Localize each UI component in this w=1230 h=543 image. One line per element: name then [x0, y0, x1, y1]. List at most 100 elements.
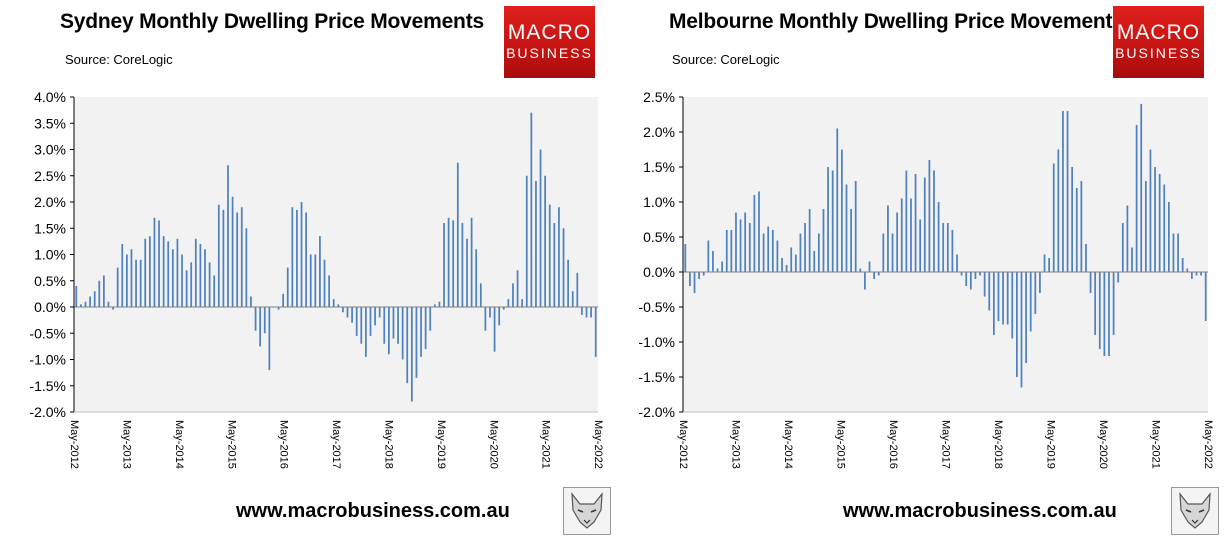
bar: [502, 307, 505, 310]
bar: [868, 261, 871, 272]
bar: [753, 195, 756, 272]
bar: [956, 254, 958, 272]
bar: [521, 299, 524, 308]
bar: [1011, 272, 1014, 339]
bar: [167, 241, 170, 308]
bar: [250, 296, 252, 307]
x-tick-label: May-2014: [782, 420, 794, 469]
bar: [877, 272, 880, 276]
bar: [988, 272, 991, 311]
bar: [822, 209, 825, 272]
bar: [983, 272, 986, 297]
bar: [758, 191, 760, 272]
y-tick-label: -1.5%: [29, 378, 66, 394]
x-tick-label: May-2014: [173, 420, 185, 469]
y-tick-label: 1.0%: [643, 194, 675, 210]
bar: [594, 307, 597, 357]
bar: [1112, 272, 1115, 335]
bar: [438, 301, 441, 307]
x-tick-label: May-2013: [730, 420, 742, 469]
bar: [781, 258, 783, 272]
x-tick-label: May-2016: [887, 420, 899, 469]
bar: [762, 233, 765, 272]
melbourne-chart-panel: Melbourne Monthly Dwelling Price Movemen…: [615, 0, 1230, 543]
bar: [369, 307, 372, 336]
bar: [424, 307, 427, 349]
y-tick-label: -1.0%: [29, 352, 66, 368]
bar: [475, 249, 478, 307]
melbourne-bar-chart: -2.0% -1.5% -1.0% -0.5% 0.0% 0.5% 1.0% 1.5% 2.0%…: [638, 89, 1214, 469]
chart-title: Melbourne Monthly Dwelling Price Movemen…: [669, 10, 1124, 33]
x-tick-label: May-2012: [677, 420, 689, 469]
bar: [896, 212, 899, 272]
bar: [1177, 233, 1179, 272]
bar: [712, 251, 714, 272]
bar: [535, 181, 537, 307]
y-tick-label: -2.0%: [29, 404, 66, 420]
bar: [585, 307, 588, 318]
bar: [1135, 125, 1138, 272]
bar: [1158, 174, 1161, 272]
bar: [222, 209, 225, 307]
bar: [387, 307, 390, 355]
x-tick-label: May-2019: [1045, 420, 1057, 469]
bar: [319, 236, 321, 308]
bar: [328, 275, 330, 307]
bar: [185, 270, 188, 307]
bar: [397, 307, 399, 344]
bar: [937, 202, 940, 272]
bar: [498, 307, 501, 326]
bar: [845, 184, 848, 272]
bar: [1195, 272, 1198, 276]
y-tick-label: 4.0%: [34, 89, 66, 105]
bar: [148, 236, 151, 308]
y-tick-label: 2.0%: [34, 194, 66, 210]
bar: [420, 307, 422, 357]
plot-area: [683, 97, 1208, 412]
logo-line1: MACRO: [507, 21, 592, 44]
bar: [231, 196, 234, 307]
bar: [942, 223, 945, 272]
chart-title: Sydney Monthly Dwelling Price Movements: [60, 10, 484, 33]
bar: [776, 240, 779, 272]
bar: [689, 272, 691, 286]
bar: [891, 233, 894, 272]
bar: [456, 162, 459, 308]
bar: [1094, 272, 1097, 335]
bar: [190, 262, 193, 308]
bar: [365, 307, 367, 357]
bar: [730, 230, 733, 272]
bar: [979, 272, 981, 276]
bar: [194, 238, 197, 307]
bar: [1154, 167, 1156, 272]
bar: [744, 212, 747, 272]
bar: [539, 149, 542, 307]
bar: [1108, 272, 1110, 356]
bar: [1052, 163, 1055, 272]
bar: [89, 296, 91, 307]
bar: [558, 207, 560, 307]
y-tick-label: 0.5%: [34, 273, 66, 289]
bar: [1016, 272, 1018, 377]
y-tick-label: 2.5%: [34, 168, 66, 184]
bar: [1057, 149, 1060, 272]
bar: [493, 307, 496, 352]
bar: [1144, 181, 1147, 272]
bar: [841, 149, 843, 272]
y-tick-label: -0.5%: [29, 325, 66, 341]
bar: [1121, 223, 1124, 272]
bar: [1117, 272, 1120, 283]
bar: [452, 220, 455, 307]
bar: [80, 304, 82, 308]
bar: [1149, 149, 1152, 272]
bar: [392, 307, 395, 339]
bar: [590, 307, 592, 318]
fox-logo-icon: [563, 487, 611, 535]
bar: [296, 209, 298, 307]
bar: [836, 128, 839, 272]
bar: [1098, 272, 1101, 349]
bar: [254, 307, 257, 331]
bar: [974, 272, 977, 279]
bar: [433, 304, 436, 308]
bar: [850, 209, 852, 272]
